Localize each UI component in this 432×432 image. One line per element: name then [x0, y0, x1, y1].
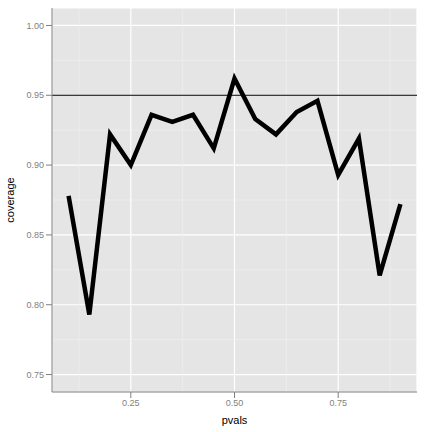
svg-text:0.95: 0.95: [26, 90, 44, 100]
svg-text:1.00: 1.00: [26, 21, 44, 31]
svg-text:0.75: 0.75: [329, 398, 347, 408]
svg-text:pvals: pvals: [222, 414, 248, 426]
svg-text:0.85: 0.85: [26, 230, 44, 240]
svg-text:0.90: 0.90: [26, 160, 44, 170]
svg-text:0.25: 0.25: [122, 398, 140, 408]
svg-text:0.50: 0.50: [226, 398, 244, 408]
svg-text:0.80: 0.80: [26, 300, 44, 310]
svg-text:0.75: 0.75: [26, 370, 44, 380]
svg-text:coverage: coverage: [8, 177, 16, 222]
